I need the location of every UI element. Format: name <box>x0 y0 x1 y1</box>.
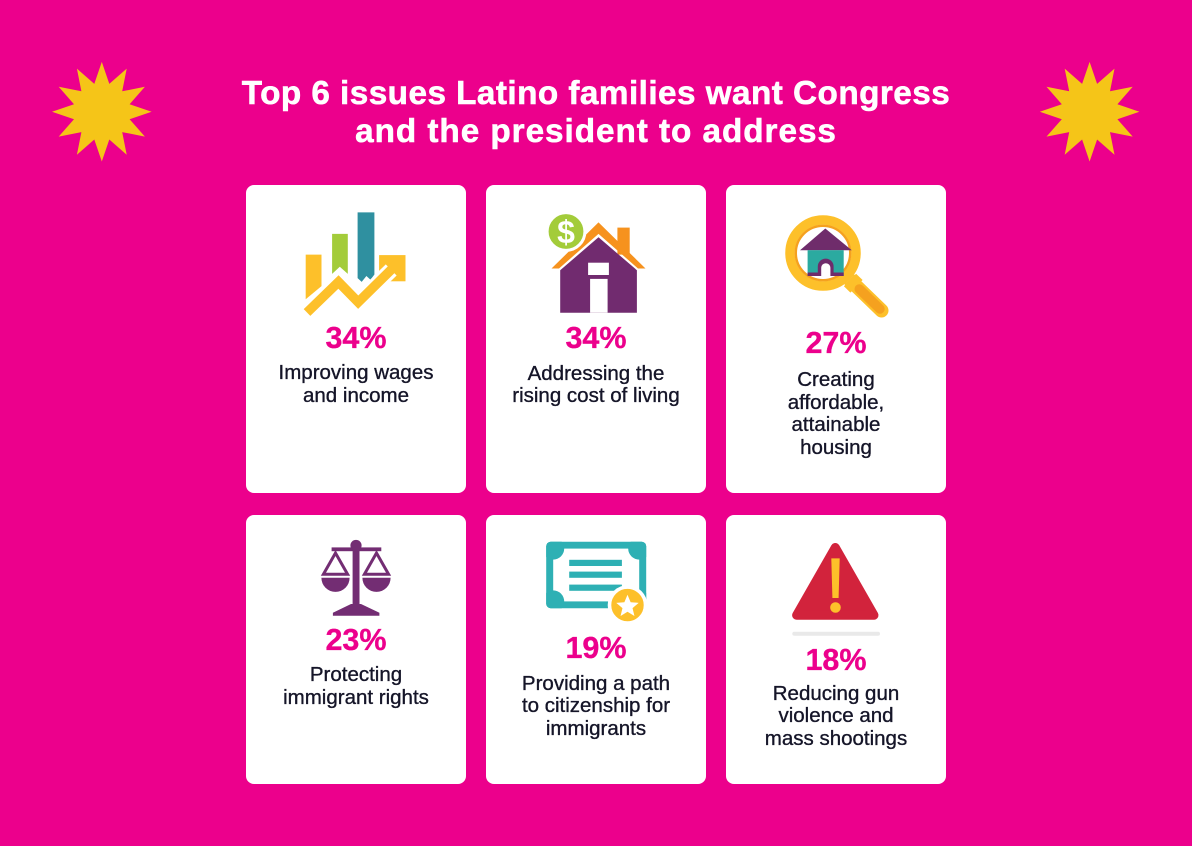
svg-text:$: $ <box>557 214 575 250</box>
